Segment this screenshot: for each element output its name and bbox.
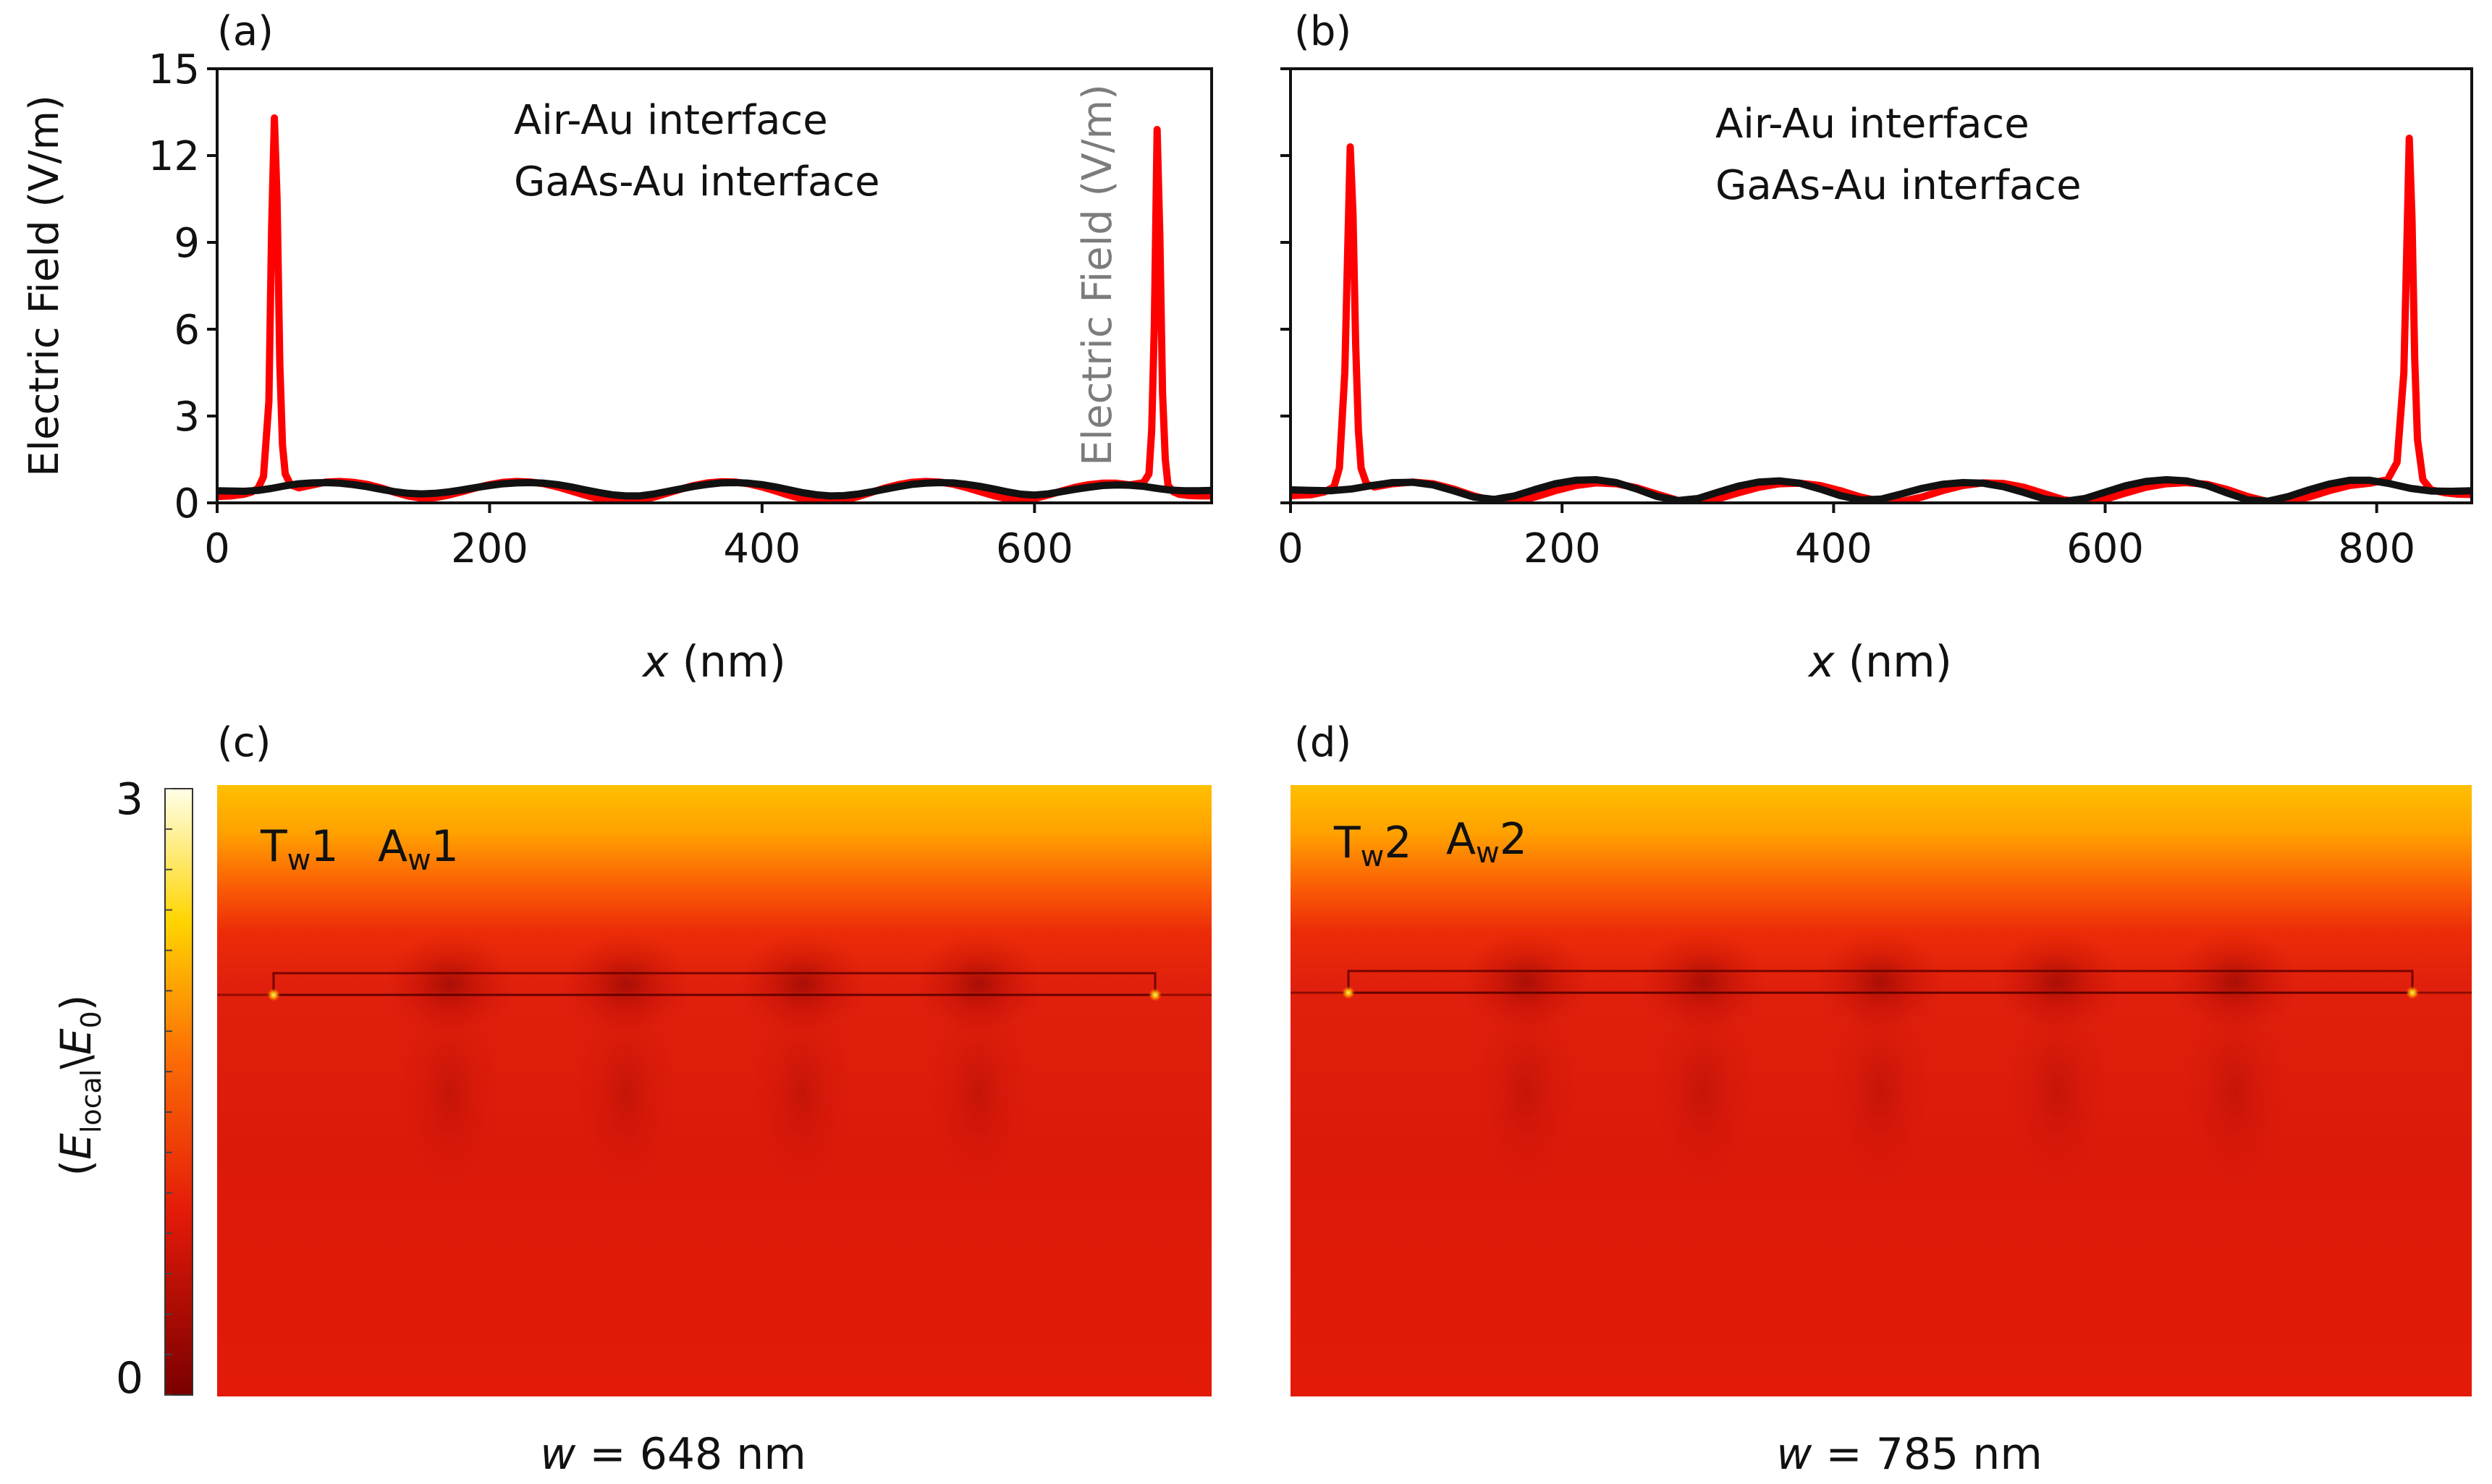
y-tick-label: 0 [174,480,200,527]
y-axis-ticks-b [1280,67,1291,504]
field-minimum [1638,931,1768,1033]
colorbar-label: (Elocal\E0) [51,995,107,1176]
series-layer-a [217,114,1212,503]
field-minima-c [384,933,1044,1194]
legend-entry-air-au-a: Air-Au interface [514,97,828,144]
field-minimum-tail [2184,989,2286,1192]
mode-label-a-c: Aw1 [378,821,459,877]
legend-entry-gaas-au-b: GaAs-Au interface [1715,162,2082,209]
x-tick-label: 200 [1524,525,1601,572]
plot-frame-b [1289,67,2473,504]
x-tick-label: 0 [1277,525,1304,572]
field-minimum-tail [928,991,1030,1194]
colorbar-min-label: 0 [116,1353,143,1404]
series-layer-b [1291,135,2472,503]
colorbar-gradient [164,788,193,1396]
panel-a: (a) 0 3 6 9 12 15 0 200 400 600 Electric Field (… [21,8,1213,687]
x-tick-label: 400 [1795,525,1872,572]
series-line-air-au-b [1291,476,2472,503]
x-tick-label: 600 [996,525,1073,572]
field-minima-d [1461,931,2300,1192]
x-axis-label-b: x (nm) [1807,637,1952,687]
panel-label-c: (c) [217,719,271,766]
y-tick-label: 12 [148,133,200,180]
field-map-background-c [217,785,1212,1396]
x-tick-label: 200 [451,525,528,572]
y-axis-ticks-a: 0 3 6 9 12 15 [148,46,217,527]
y-tick-label: 9 [174,220,200,267]
x-axis-ticks-a: 0 200 400 600 [204,503,1073,572]
hotspot-left-d [1342,986,1355,999]
field-minimum [2170,931,2300,1033]
y-tick-label: 3 [174,394,200,441]
wire-width-label-c: w = 648 nm [540,1429,806,1480]
y-axis-label-ghost: Electric Field (V/m) [1074,84,1121,466]
y-tick-label: 15 [148,46,200,93]
field-minimum [1993,931,2123,1033]
field-minimum-tail [575,991,677,1194]
series-line-air-au-a [217,479,1212,500]
x-tick-label: 600 [2066,525,2144,572]
x-tick-label: 400 [723,525,801,572]
panel-d: (d) Tw2 Aw2 w = 785 nm [1291,719,2472,1480]
field-minimum [1815,931,1946,1033]
hotspot-right-c [1149,988,1162,1001]
wire-width-label-d: w = 785 nm [1776,1429,2043,1480]
legend-entry-gaas-au-a: GaAs-Au interface [514,158,880,205]
field-map-d [1291,785,2472,1396]
mode-label-t-d: Tw2 [1333,818,1412,873]
field-minimum [561,933,692,1035]
field-minimum [737,933,868,1035]
panel-label-d: (d) [1294,719,1351,766]
field-minimum-tail [1652,989,1754,1192]
hotspot-left-c [267,988,280,1001]
x-axis-ticks-b: 0 200 400 600 800 [1277,503,2415,572]
colorbar-max-label: 3 [116,774,143,825]
colorbar-ticks [165,788,172,1396]
field-minimum-tail [1475,989,1576,1192]
mode-label-a-d: Aw2 [1446,814,1527,870]
mode-label-t-c: Tw1 [260,821,339,877]
panel-label-a: (a) [217,8,274,55]
colorbar: 3 0 (Elocal\E0) [51,774,193,1404]
field-map-c [217,785,1212,1396]
field-minimum-tail [399,991,501,1194]
x-tick-label: 800 [2338,525,2415,572]
field-minimum [384,933,515,1035]
x-axis-label-a: x (nm) [641,637,786,687]
y-tick-label: 6 [174,307,200,354]
y-axis-label-a: Electric Field (V/m) [21,95,68,477]
field-minimum [913,933,1044,1035]
legend-entry-air-au-b: Air-Au interface [1715,101,2029,148]
field-minimum-tail [1830,989,1931,1192]
field-minimum-tail [751,991,853,1194]
hotspot-right-d [2406,986,2419,999]
panel-c: (c) Tw1 Aw1 w = 648 nm [217,719,1212,1480]
field-minimum-tail [2007,989,2108,1192]
field-minimum [1461,931,1591,1033]
plot-frame-a [216,67,1213,504]
panel-label-b: (b) [1294,8,1351,55]
panel-b: (b) 0 200 400 600 800 x (nm) Air-Au interfac… [1277,8,2473,687]
x-tick-label: 0 [204,525,230,572]
